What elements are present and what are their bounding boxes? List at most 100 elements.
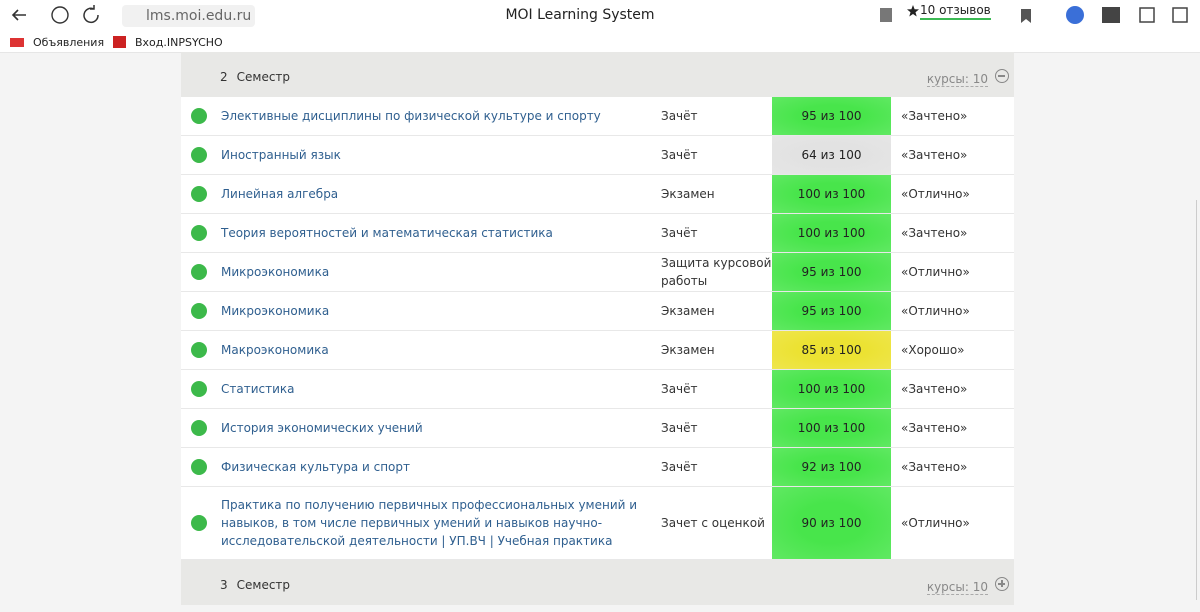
course-name[interactable]: Микроэкономика: [221, 265, 330, 279]
star-icon: [907, 5, 919, 17]
score: 95 из 100: [801, 304, 862, 318]
assessment-type: Зачёт: [661, 109, 698, 123]
ext-icon[interactable]: [880, 8, 892, 22]
course-name[interactable]: Линейная алгебра: [221, 187, 339, 201]
ext-icon[interactable]: [1102, 7, 1120, 23]
semester-number: 2: [220, 70, 228, 84]
collapse-icon[interactable]: [995, 69, 1009, 83]
score: 85 из 100: [801, 343, 862, 357]
grade: «Зачтено»: [901, 382, 968, 396]
course-name[interactable]: Физическая культура и спорт: [221, 460, 410, 474]
status-dot: [191, 147, 207, 163]
grade: «Хорошо»: [901, 343, 965, 357]
score-cell: 90 из 100: [772, 487, 891, 559]
course-name[interactable]: Макроэкономика: [221, 343, 329, 357]
course-name[interactable]: Иностранный язык: [221, 148, 341, 162]
browser-logo[interactable]: [51, 6, 69, 24]
grade: «Отлично»: [901, 187, 970, 201]
course-row: Теория вероятностей и математическая ста…: [181, 214, 1014, 253]
semester-header[interactable]: 3 Семестр курсы: 10: [181, 560, 1014, 605]
course-row: Макроэкономика Экзамен 85 из 100 «Хорошо»: [181, 331, 1014, 370]
score-cell: 95 из 100: [772, 97, 891, 135]
semester-header[interactable]: 2 Семестр курсы: 10: [181, 52, 1014, 97]
status-dot: [191, 459, 207, 475]
semester-label: 3 Семестр: [220, 560, 290, 610]
ext-icon[interactable]: [1139, 7, 1155, 23]
assessment-type: Зачет с оценкой: [661, 516, 765, 530]
score-cell: 95 из 100: [772, 253, 891, 291]
course-row: Физическая культура и спорт Зачёт 92 из 10…: [181, 448, 1014, 487]
assessment-type: Зачёт: [661, 226, 698, 240]
page-title: MOI Learning System: [505, 7, 655, 23]
bookmark[interactable]: Объявления: [33, 36, 105, 49]
expand-icon[interactable]: [995, 577, 1009, 591]
course-name[interactable]: Статистика: [221, 382, 295, 396]
scrollbar: [1196, 200, 1197, 600]
grade: «Зачтено»: [901, 148, 968, 162]
score: 100 из 100: [797, 382, 866, 396]
grade: «Зачтено»: [901, 421, 968, 435]
score: 100 из 100: [797, 226, 866, 240]
bookmark-icon: [113, 36, 126, 48]
nav-icons: [11, 5, 99, 24]
score-cell: 92 из 100: [772, 448, 891, 486]
assessment-type: Экзамен: [661, 343, 715, 357]
course-row: Статистика Зачёт 100 из 100 «Зачтено»: [181, 370, 1014, 409]
course-name[interactable]: Теория вероятностей и математическая ста…: [221, 226, 553, 240]
score-cell: 100 из 100: [772, 370, 891, 408]
grade: «Отлично»: [901, 265, 970, 279]
status-dot: [191, 515, 207, 531]
status-dot: [191, 420, 207, 436]
ext-icon[interactable]: [1172, 7, 1188, 23]
status-dot: [191, 186, 207, 202]
score-cell: 85 из 100: [772, 331, 891, 369]
semester-name: Семестр: [236, 70, 291, 84]
course-count[interactable]: курсы: 10: [926, 54, 988, 87]
reviews-badge[interactable]: 10 отзывов: [920, 3, 991, 20]
browser-toolbar: lms.moi.edu.ru MOI Learning System 10 от…: [0, 0, 1200, 33]
course-row: Линейная алгебра Экзамен 100 из 100 «Отличн…: [181, 175, 1014, 214]
assessment-type: Зачёт: [661, 460, 698, 474]
grade: «Отлично»: [901, 516, 970, 530]
course-name[interactable]: Микроэкономика: [221, 304, 330, 318]
reload-icon[interactable]: [83, 5, 99, 24]
extension-icons: [880, 6, 1188, 24]
semester-label: 2 Семестр: [220, 52, 290, 102]
score-cell: 64 из 100: [772, 136, 891, 174]
grade: «Зачтено»: [901, 460, 968, 474]
score-cell: 100 из 100: [772, 214, 891, 252]
score: 95 из 100: [801, 109, 862, 123]
course-name[interactable]: Практика по получению первичных професси…: [221, 498, 638, 548]
assessment-type: Зачёт: [661, 148, 698, 162]
bookmark-icon[interactable]: [1021, 9, 1031, 23]
bookmark[interactable]: Вход.INPSYCHO: [135, 36, 223, 49]
grades-table: 2 Семестр курсы: 10 Элективные дисциплины п…: [181, 52, 1014, 605]
score: 95 из 100: [801, 265, 862, 279]
status-dot: [191, 264, 207, 280]
back-icon[interactable]: [11, 9, 26, 21]
address-bar[interactable]: lms.moi.edu.ru: [122, 5, 256, 27]
status-dot: [191, 225, 207, 241]
status-dot: [191, 381, 207, 397]
course-name[interactable]: Элективные дисциплины по физической куль…: [221, 109, 601, 123]
grade: «Зачтено»: [901, 109, 968, 123]
score-cell: 100 из 100: [772, 175, 891, 213]
ext-icon[interactable]: [1066, 6, 1084, 24]
bookmark-icon: [10, 38, 24, 47]
status-dot: [191, 108, 207, 124]
assessment-type: Зачёт: [661, 421, 698, 435]
course-row: Элективные дисциплины по физической куль…: [181, 97, 1014, 136]
course-count[interactable]: курсы: 10: [926, 562, 988, 595]
semester-name: Семестр: [236, 578, 291, 592]
grade: «Зачтено»: [901, 226, 968, 240]
score: 100 из 100: [797, 421, 866, 435]
score: 100 из 100: [797, 187, 866, 201]
course-name[interactable]: История экономических учений: [221, 421, 423, 435]
status-dot: [191, 303, 207, 319]
score: 90 из 100: [801, 516, 862, 530]
score: 92 из 100: [801, 460, 862, 474]
course-row: Практика по получению первичных професси…: [181, 487, 1014, 560]
bookmarks-bar: Объявления Вход.INPSYCHO: [0, 33, 1200, 53]
semester-number: 3: [220, 578, 228, 592]
